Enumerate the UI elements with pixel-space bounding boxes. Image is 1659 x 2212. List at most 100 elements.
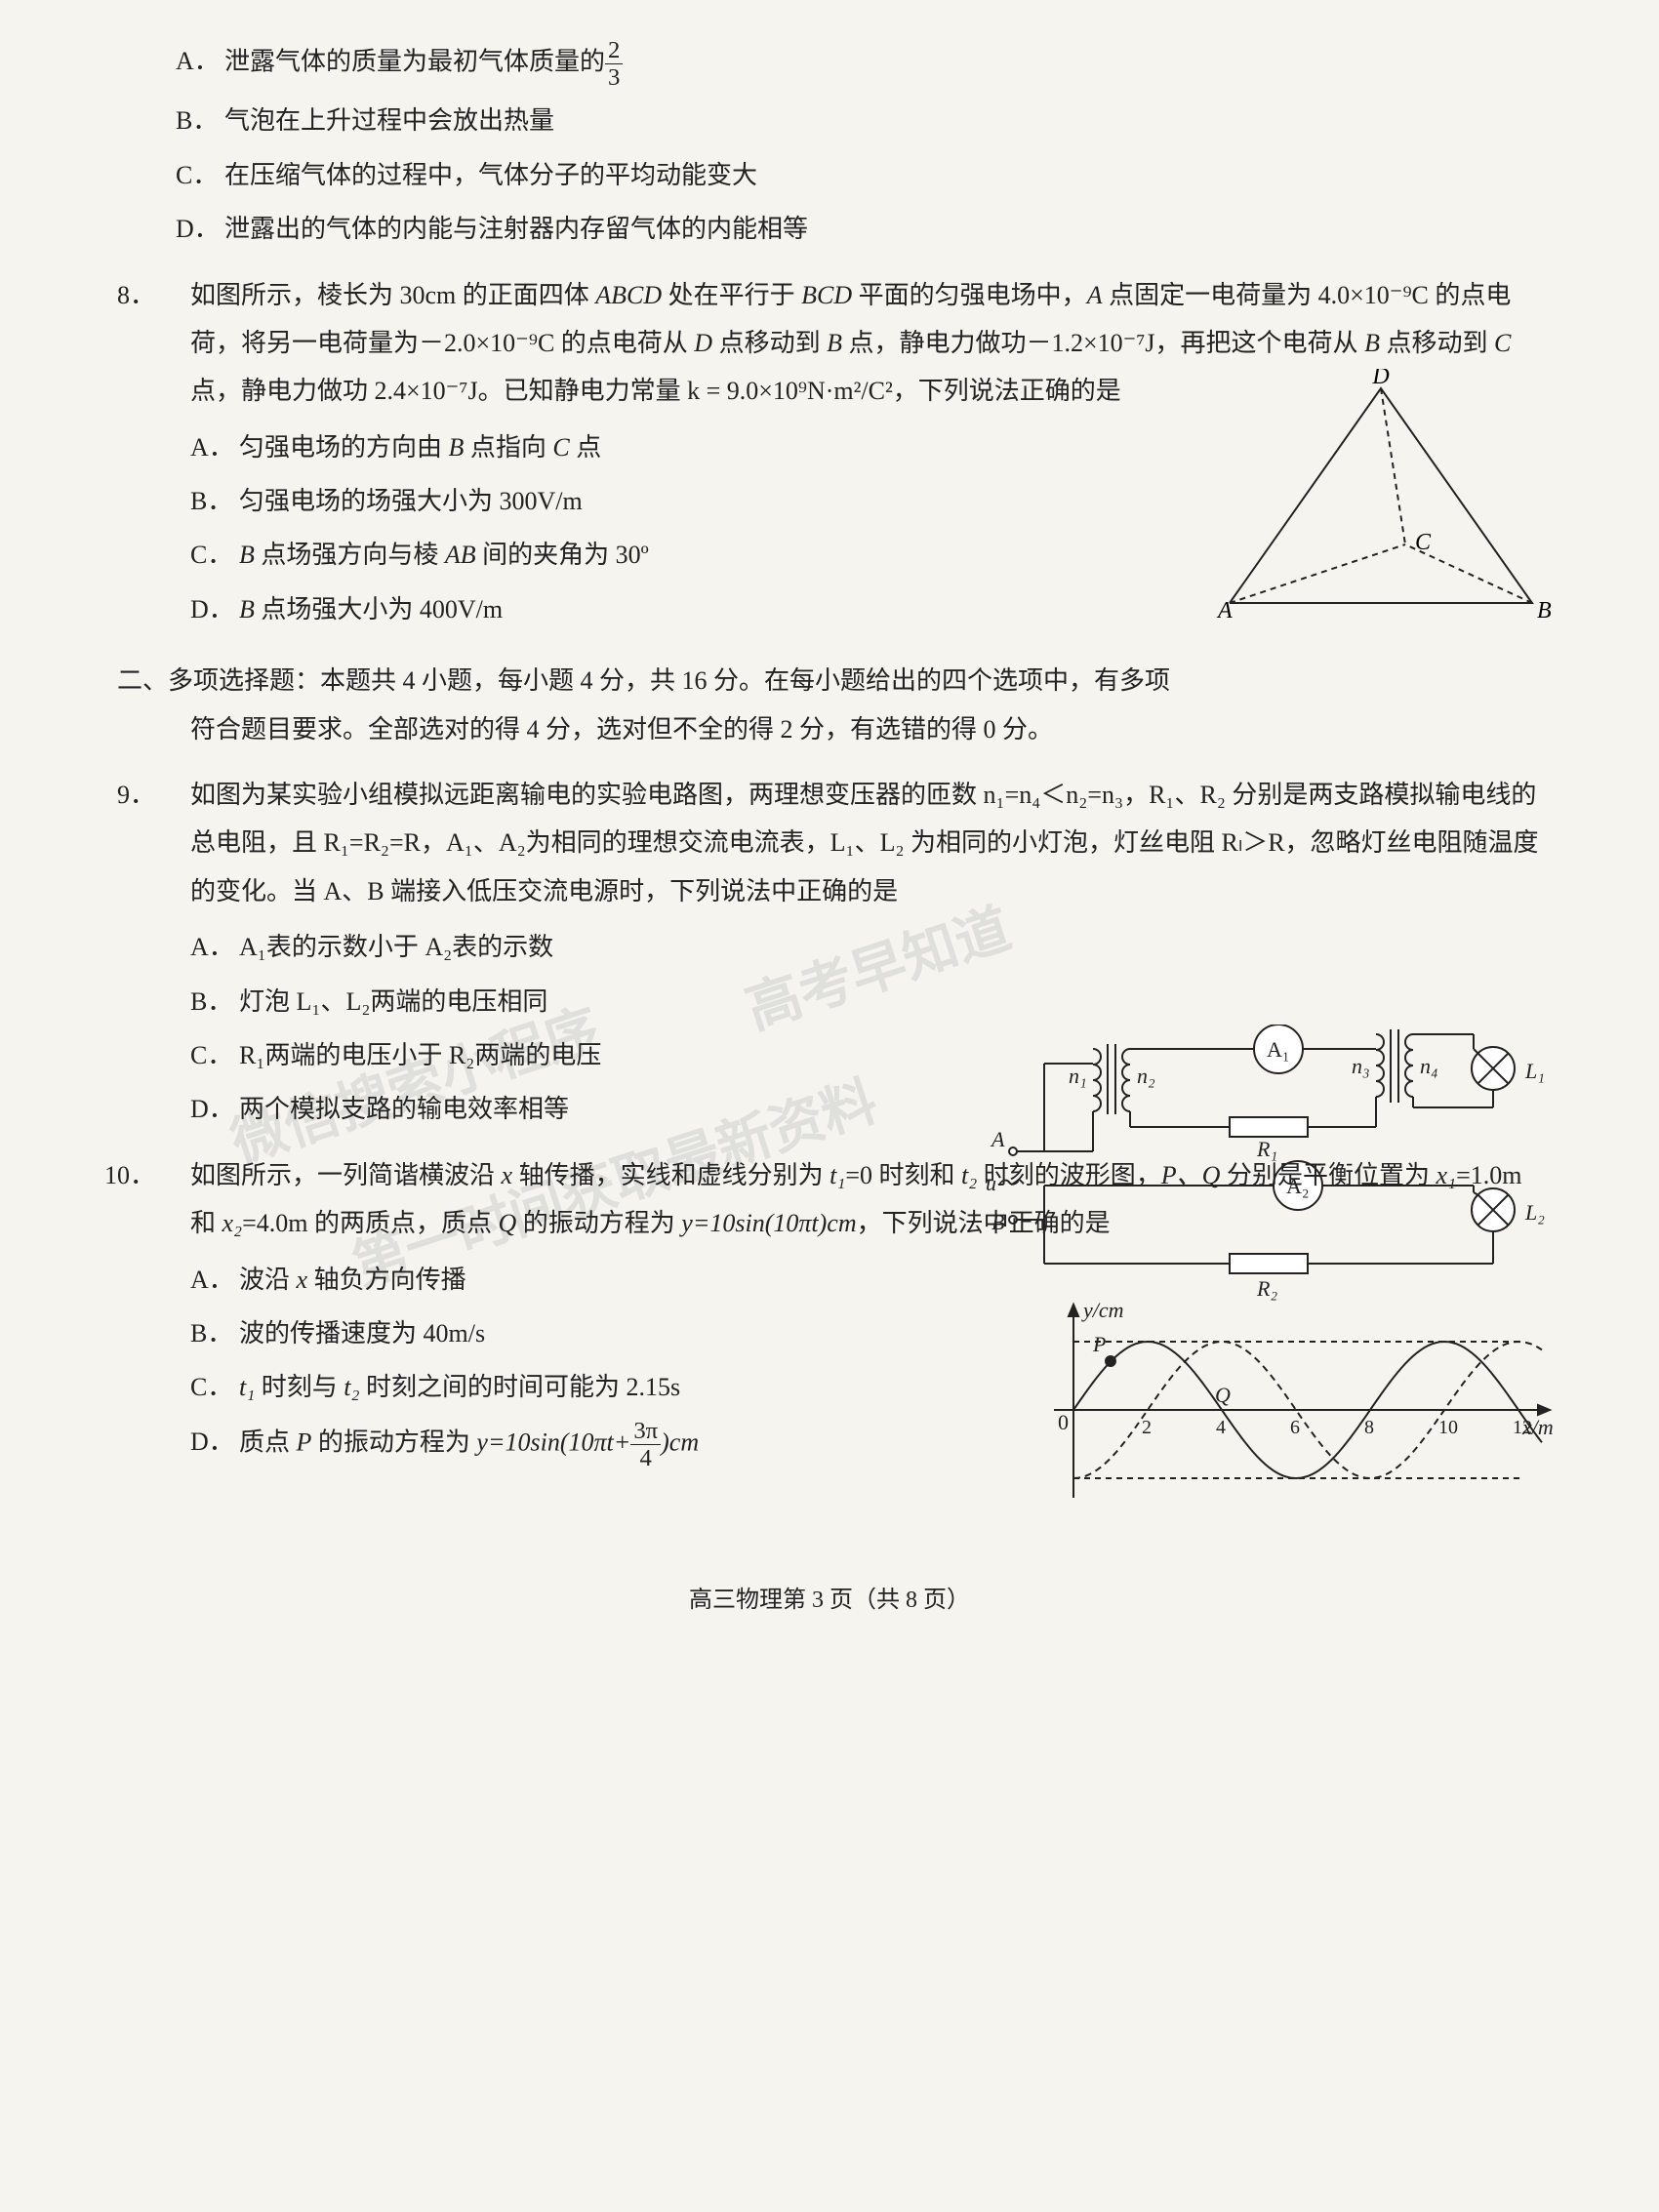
option-label: C． [176, 151, 224, 199]
coil-n1 [1093, 1049, 1101, 1111]
text: 点 [570, 433, 602, 462]
option-text: 泄露出的气体的内能与注射器内存留气体的内能相等 [224, 205, 1542, 253]
var: BCD [801, 281, 852, 309]
var: AB [445, 541, 476, 569]
option-label: B． [190, 1309, 239, 1357]
var: B [827, 329, 842, 357]
v: t₂ [344, 1373, 359, 1401]
label-n4: n₄ [1420, 1054, 1438, 1078]
t: 时刻的波形图， [977, 1161, 1161, 1189]
option-label: A． [190, 1256, 239, 1304]
var: C [552, 433, 569, 462]
svg-text:6: 6 [1290, 1417, 1300, 1438]
question-9: 9． 如图为某实验小组模拟远距离输电的实验电路图，两理想变压器的匝数 n₁=n₄… [161, 771, 1542, 1134]
v: )cm [661, 1428, 699, 1456]
option-text: 泄露气体的质量为最初气体质量的23 [224, 37, 1542, 91]
text: 点场强方向与棱 [255, 541, 445, 569]
question-10: 10． 如图所示，一列简谐横波沿 x 轴传播，实线和虚线分别为 t₁=0 时刻和… [161, 1151, 1542, 1471]
option-7b: B． 气泡在上升过程中会放出热量 [176, 97, 1542, 144]
coil-n4 [1405, 1034, 1413, 1097]
section-heading-2: 符合题目要求。全部选对的得 4 分，选对但不全的得 2 分，有选错的得 0 分。 [190, 705, 1542, 753]
option-label: C． [190, 1031, 239, 1079]
fraction: 23 [605, 37, 623, 91]
question-7-options: A． 泄露气体的质量为最初气体质量的23 B． 气泡在上升过程中会放出热量 C．… [117, 37, 1542, 254]
svg-text:10: 10 [1438, 1417, 1458, 1438]
tetrahedron-figure: D A B C [1200, 369, 1561, 658]
t: ，下列说法中正确的是 [857, 1209, 1111, 1237]
text: 间的夹角为 30º [476, 541, 649, 569]
coil-n2 [1122, 1049, 1130, 1111]
t: 的振动方程为 [516, 1209, 681, 1237]
question-8: 8． 如图所示，棱长为 30cm 的正面四体 ABCD 处在平行于 BCD 平面… [161, 271, 1542, 634]
option-7d: D． 泄露出的气体的内能与注射器内存留气体的内能相等 [176, 205, 1542, 253]
section-label: 二、 [117, 666, 168, 695]
question-number: 8． [117, 271, 155, 319]
option-label: D． [190, 1418, 239, 1471]
label-l1: L₁ [1524, 1059, 1545, 1083]
t: 如图所示，一列简谐横波沿 [190, 1161, 502, 1189]
option-label: D． [176, 205, 224, 253]
v: P、Q [1161, 1161, 1221, 1189]
t: 轴负方向传播 [307, 1266, 466, 1294]
var: ABCD [595, 281, 662, 309]
label-a: A [1216, 598, 1233, 623]
fraction: 3π4 [630, 1418, 661, 1471]
x-ticks: 24681012 [1142, 1417, 1532, 1438]
v: y=10sin(10πt+ [476, 1428, 630, 1456]
y-arrow [1069, 1305, 1078, 1316]
t: 的振动方程为 [311, 1428, 476, 1456]
point-p [1106, 1356, 1115, 1366]
numerator: 2 [605, 37, 623, 64]
option-label: D． [190, 585, 239, 633]
option-label: B． [176, 97, 224, 144]
v: x [502, 1161, 513, 1189]
t: =4.0m 的两质点，质点 [242, 1209, 498, 1237]
option-text: 气泡在上升过程中会放出热量 [224, 97, 1542, 144]
text: 点移动到 [712, 329, 827, 357]
edge-ac [1230, 544, 1405, 603]
t: =0 时刻和 [845, 1161, 961, 1189]
option-label: D． [190, 1085, 239, 1133]
var: A [1087, 281, 1103, 309]
question-number: 10． [104, 1151, 155, 1199]
v: x₂ [223, 1209, 243, 1237]
p-label: P [1092, 1332, 1106, 1356]
v: P [297, 1428, 312, 1456]
option-label: C． [190, 1363, 239, 1411]
numerator: 3π [630, 1418, 661, 1445]
tetrahedron-svg: D A B C [1200, 369, 1561, 642]
v: Q [499, 1209, 517, 1237]
t: 时刻之间的时间可能为 2.15s [360, 1373, 681, 1401]
svg-text:12: 12 [1513, 1417, 1532, 1438]
var: B [239, 595, 255, 623]
section-heading-1: 多项选择题：本题共 4 小题，每小题 4 分，共 16 分。在每小题给出的四个选… [168, 666, 1170, 695]
v: t₁ [830, 1161, 845, 1189]
q-label: Q [1215, 1383, 1231, 1407]
origin-label: 0 [1058, 1410, 1069, 1434]
option-label: C． [190, 531, 239, 579]
page-footer: 高三物理第 3 页（共 8 页） [117, 1579, 1542, 1624]
label-a: A [990, 1127, 1005, 1151]
option-text: A₁表的示数小于 A₂表的示数 [239, 923, 1542, 971]
text: 如图所示，棱长为 30cm 的正面四体 [190, 281, 595, 309]
svg-text:4: 4 [1216, 1417, 1226, 1438]
resistor-r1 [1230, 1117, 1308, 1137]
denominator: 4 [630, 1445, 661, 1471]
svg-text:8: 8 [1364, 1417, 1374, 1438]
v: t₁ [239, 1373, 255, 1401]
option-label: A． [176, 37, 224, 91]
t: 分别是平衡位置为 [1220, 1161, 1436, 1189]
wave-svg: y/cm x/m 0 P Q 24681012 [1025, 1293, 1571, 1527]
text: 平面的匀强电场中， [852, 281, 1087, 309]
wave-figure: y/cm x/m 0 P Q 24681012 [1025, 1293, 1571, 1543]
section-2-header: 二、多项选择题：本题共 4 小题，每小题 4 分，共 16 分。在每小题给出的四… [117, 657, 1542, 753]
question-stem: 如图为某实验小组模拟远距离输电的实验电路图，两理想变压器的匝数 n₁=n₄＜n₂… [190, 771, 1542, 915]
label-b: B [1537, 598, 1552, 623]
label-d: D [1371, 369, 1389, 389]
t: 轴传播，实线和虚线分别为 [512, 1161, 830, 1189]
text: 点指向 [464, 433, 552, 462]
text: 处在平行于 [662, 281, 801, 309]
t: 时刻与 [255, 1373, 344, 1401]
t: 质点 [239, 1428, 297, 1456]
t: 波沿 [239, 1266, 297, 1294]
